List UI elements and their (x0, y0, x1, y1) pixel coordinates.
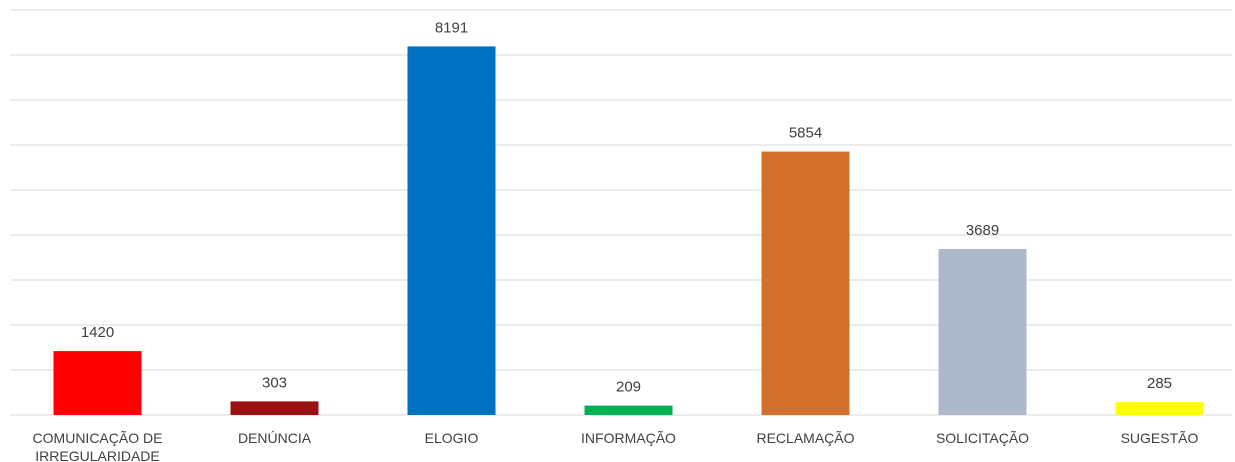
bar (1115, 402, 1204, 415)
value-label: 209 (616, 379, 641, 396)
x-tick-label: DENÚNCIA (237, 430, 312, 446)
value-label: 5854 (789, 125, 822, 142)
x-tick-label: INFORMAÇÃO (581, 430, 676, 446)
bar (53, 351, 142, 415)
bar (761, 151, 850, 415)
x-tick-label: RECLAMAÇÃO (756, 430, 855, 446)
bar (407, 46, 496, 415)
bar (584, 405, 673, 415)
value-label: 3689 (966, 222, 999, 239)
bar (230, 401, 319, 415)
bar (938, 248, 1027, 415)
x-tick-label: ELOGIO (424, 430, 479, 446)
x-tick-label: COMUNICAÇÃO DE IRREGULARIDADE (32, 430, 163, 462)
x-tick-label: SUGESTÃO (1120, 430, 1199, 446)
value-label: 1420 (81, 324, 114, 341)
x-tick-label: SOLICITAÇÃO (935, 430, 1030, 446)
value-label: 8191 (435, 19, 468, 36)
value-label: 303 (262, 374, 287, 391)
value-label: 285 (1147, 375, 1172, 392)
